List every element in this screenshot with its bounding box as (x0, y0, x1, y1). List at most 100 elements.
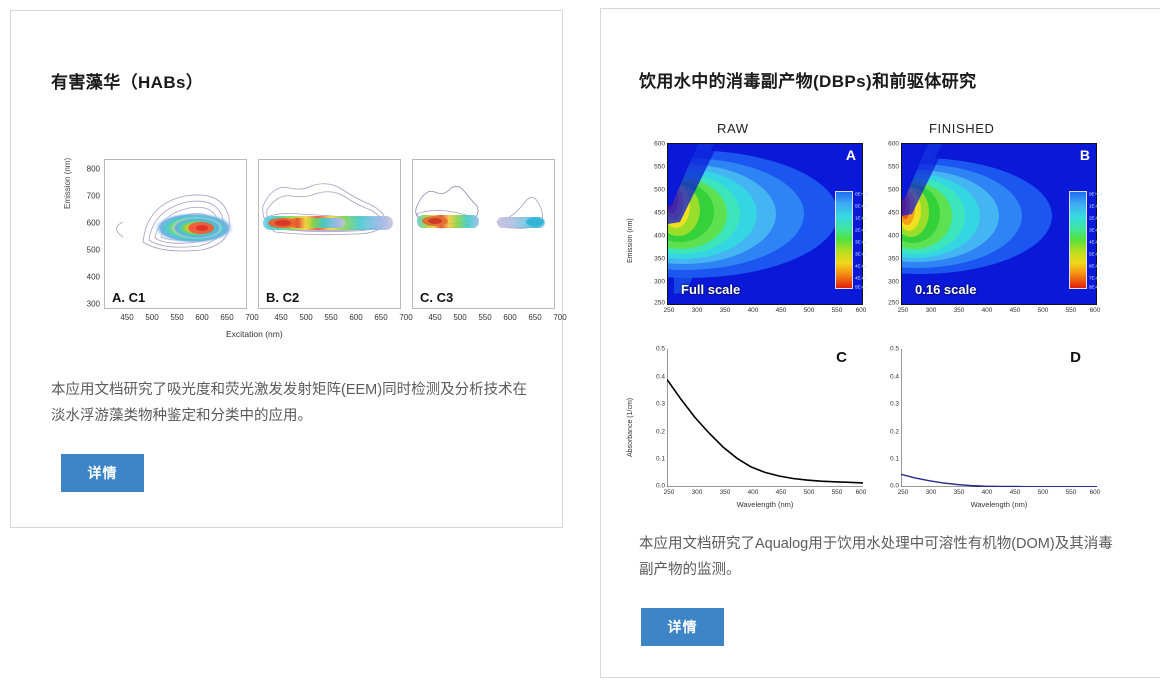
dbps-b-y-ticks: 600 550 500 450 400 350 300 250 (877, 140, 899, 307)
habs-xtick: 500 (299, 313, 313, 322)
dbps-detail-button[interactable]: 详情 (641, 608, 724, 646)
lin-xtick: 600 (855, 489, 867, 496)
dbps-eem-a-surface (668, 144, 862, 304)
card-habs-title: 有害藻华（HABs） (51, 73, 204, 92)
cbar-tick: 3E-03 (1089, 227, 1102, 233)
dbps-panel-c: C Absorbance (1/cm) 0.5 0.4 0.3 0.2 0.1 … (627, 346, 866, 510)
card-habs[interactable]: 有害藻华（HABs） Emission (nm) 800 700 600 500… (10, 10, 567, 528)
cbar-tick: 0E+00 (855, 191, 869, 197)
dbps-a-colorbar: 0E+00 5E-03 1E-02 2E-02 3E-02 3E-02 4E-0… (835, 191, 868, 290)
lin-ytick: 0.2 (655, 428, 665, 436)
eem-xtick: 500 (1037, 307, 1049, 314)
habs-contour-c2 (262, 183, 393, 236)
eem-xtick: 550 (1065, 307, 1077, 314)
lin-xtick: 250 (897, 489, 909, 496)
cbar-tick: 4E-02 (855, 275, 868, 281)
eem-ytick: 600 (654, 140, 665, 148)
eem-xtick: 350 (719, 307, 731, 314)
eem-ytick: 300 (888, 278, 899, 286)
eem-ytick: 350 (654, 255, 665, 263)
lin-xtick: 350 (953, 489, 965, 496)
habs-xtick: 650 (528, 313, 542, 322)
habs-xtick: 500 (453, 313, 467, 322)
card-dbps-title: 饮用水中的消毒副产物(DBPs)和前驱体研究 (639, 72, 977, 91)
habs-x-axis-label: Excitation (nm) (226, 329, 283, 339)
habs-panel-c-xticks: 450 500 550 600 650 700 (412, 313, 566, 327)
habs-xtick: 450 (274, 313, 288, 322)
dbps-a-y-ticks: 600 550 500 450 400 350 300 250 (643, 140, 665, 307)
lin-xtick: 400 (747, 489, 759, 496)
cbar-tick: 1E-03 (1089, 203, 1102, 209)
lin-xtick: 300 (691, 489, 703, 496)
habs-ytick: 800 (86, 164, 100, 174)
dbps-eem-b-surface (902, 144, 1096, 304)
dbps-b-colorbar-ticks: 0E+00 1E-03 2E-03 3E-03 4E-03 5E-03 6E-0… (1089, 192, 1119, 290)
cbar-tick: 3E-02 (855, 251, 868, 257)
dbps-panel-b-label: B (1079, 147, 1090, 163)
eem-xtick: 450 (775, 307, 787, 314)
habs-xtick: 550 (324, 313, 338, 322)
eem-xtick: 450 (1009, 307, 1021, 314)
dbps-panel-c-label: C (836, 349, 847, 366)
eem-xtick: 300 (691, 307, 703, 314)
dbps-absorbance-finished-curve (900, 349, 1097, 488)
cbar-tick: 5E-03 (1089, 251, 1102, 257)
eem-ytick: 450 (654, 209, 665, 217)
habs-ytick: 700 (86, 191, 100, 201)
habs-detail-button[interactable]: 详情 (61, 454, 144, 492)
dbps-panel-b: 0E+00 1E-03 2E-03 3E-03 4E-03 5E-03 6E-0… (888, 141, 1102, 315)
habs-panel-a-label: A. C1 (112, 290, 146, 305)
dbps-panel-a-plot (667, 143, 863, 305)
habs-xtick: 600 (503, 313, 517, 322)
dbps-panel-a: 0E+00 5E-03 1E-02 2E-02 3E-02 3E-02 4E-0… (627, 141, 868, 315)
dbps-a-y-axis-label: Emission (nm) (627, 218, 634, 263)
lin-ytick: 0.1 (655, 455, 665, 463)
habs-xtick: 650 (220, 313, 234, 322)
card-dbps-description: 本应用文档研究了Aqualog用于饮用水处理中可溶性有机物(DOM)及其消毒副产… (639, 536, 1113, 578)
habs-xtick: 700 (399, 313, 413, 322)
dbps-panel-b-annotation: 0.16 scale (915, 282, 977, 297)
eem-ytick: 250 (888, 299, 899, 307)
lin-ytick: 0.1 (889, 455, 899, 463)
habs-xtick: 500 (145, 313, 159, 322)
habs-panel-b-plot (258, 159, 401, 309)
habs-y-axis-label: Emission (nm) (63, 157, 72, 209)
lin-xtick: 500 (1037, 489, 1049, 496)
lin-xtick: 550 (831, 489, 843, 496)
eem-ytick: 550 (654, 163, 665, 171)
habs-panel-a-xticks: 450 500 550 600 650 700 (104, 313, 258, 327)
dbps-a-colorbar-ticks: 0E+00 5E-03 1E-02 2E-02 3E-02 3E-02 4E-0… (855, 191, 885, 290)
habs-panel-a-plot (104, 159, 247, 309)
cbar-tick: 8E-03 (1089, 284, 1102, 290)
eem-ytick: 600 (888, 140, 899, 148)
habs-ytick: 400 (86, 272, 100, 282)
dbps-c-y-axis-label: Absorbance (1/cm) (627, 397, 634, 457)
eem-xtick: 550 (831, 307, 843, 314)
lin-ytick: 0.4 (655, 373, 665, 381)
card-habs-description: 本应用文档研究了吸光度和荧光激发发射矩阵(EEM)同时检测及分析技术在淡水浮游藻… (51, 382, 528, 424)
cbar-tick: 5E-03 (855, 203, 868, 209)
eem-ytick: 450 (888, 209, 899, 217)
eem-xtick: 600 (855, 307, 867, 314)
dbps-a-x-ticks: 250 300 350 400 450 500 550 600 (664, 305, 867, 317)
dbps-c-x-axis-label: Wavelength (nm) (736, 500, 794, 509)
eem-xtick: 600 (1089, 307, 1101, 314)
lin-xtick: 500 (803, 489, 815, 496)
habs-xtick: 700 (245, 313, 259, 322)
habs-panel-b: B. C2 450 500 550 600 650 700 (258, 159, 413, 322)
lin-ytick: 0.0 (655, 482, 665, 490)
habs-ytick: 300 (86, 299, 100, 309)
habs-xtick: 450 (428, 313, 442, 322)
habs-xtick: 600 (349, 313, 363, 322)
eem-xtick: 500 (803, 307, 815, 314)
lin-ytick: 0.4 (889, 373, 899, 381)
eem-xtick: 350 (953, 307, 965, 314)
dbps-c-y-ticks: 0.5 0.4 0.3 0.2 0.1 0.0 (645, 346, 665, 490)
lin-xtick: 450 (1009, 489, 1021, 496)
card-dbps[interactable]: 饮用水中的消毒副产物(DBPs)和前驱体研究 RAW FINISHED (600, 8, 1160, 678)
dbps-panel-a-label: A (845, 147, 856, 163)
dbps-b-colorbar: 0E+00 1E-03 2E-03 3E-03 4E-03 5E-03 6E-0… (1069, 191, 1102, 290)
habs-xtick: 700 (553, 313, 567, 322)
lin-ytick: 0.5 (889, 345, 899, 353)
